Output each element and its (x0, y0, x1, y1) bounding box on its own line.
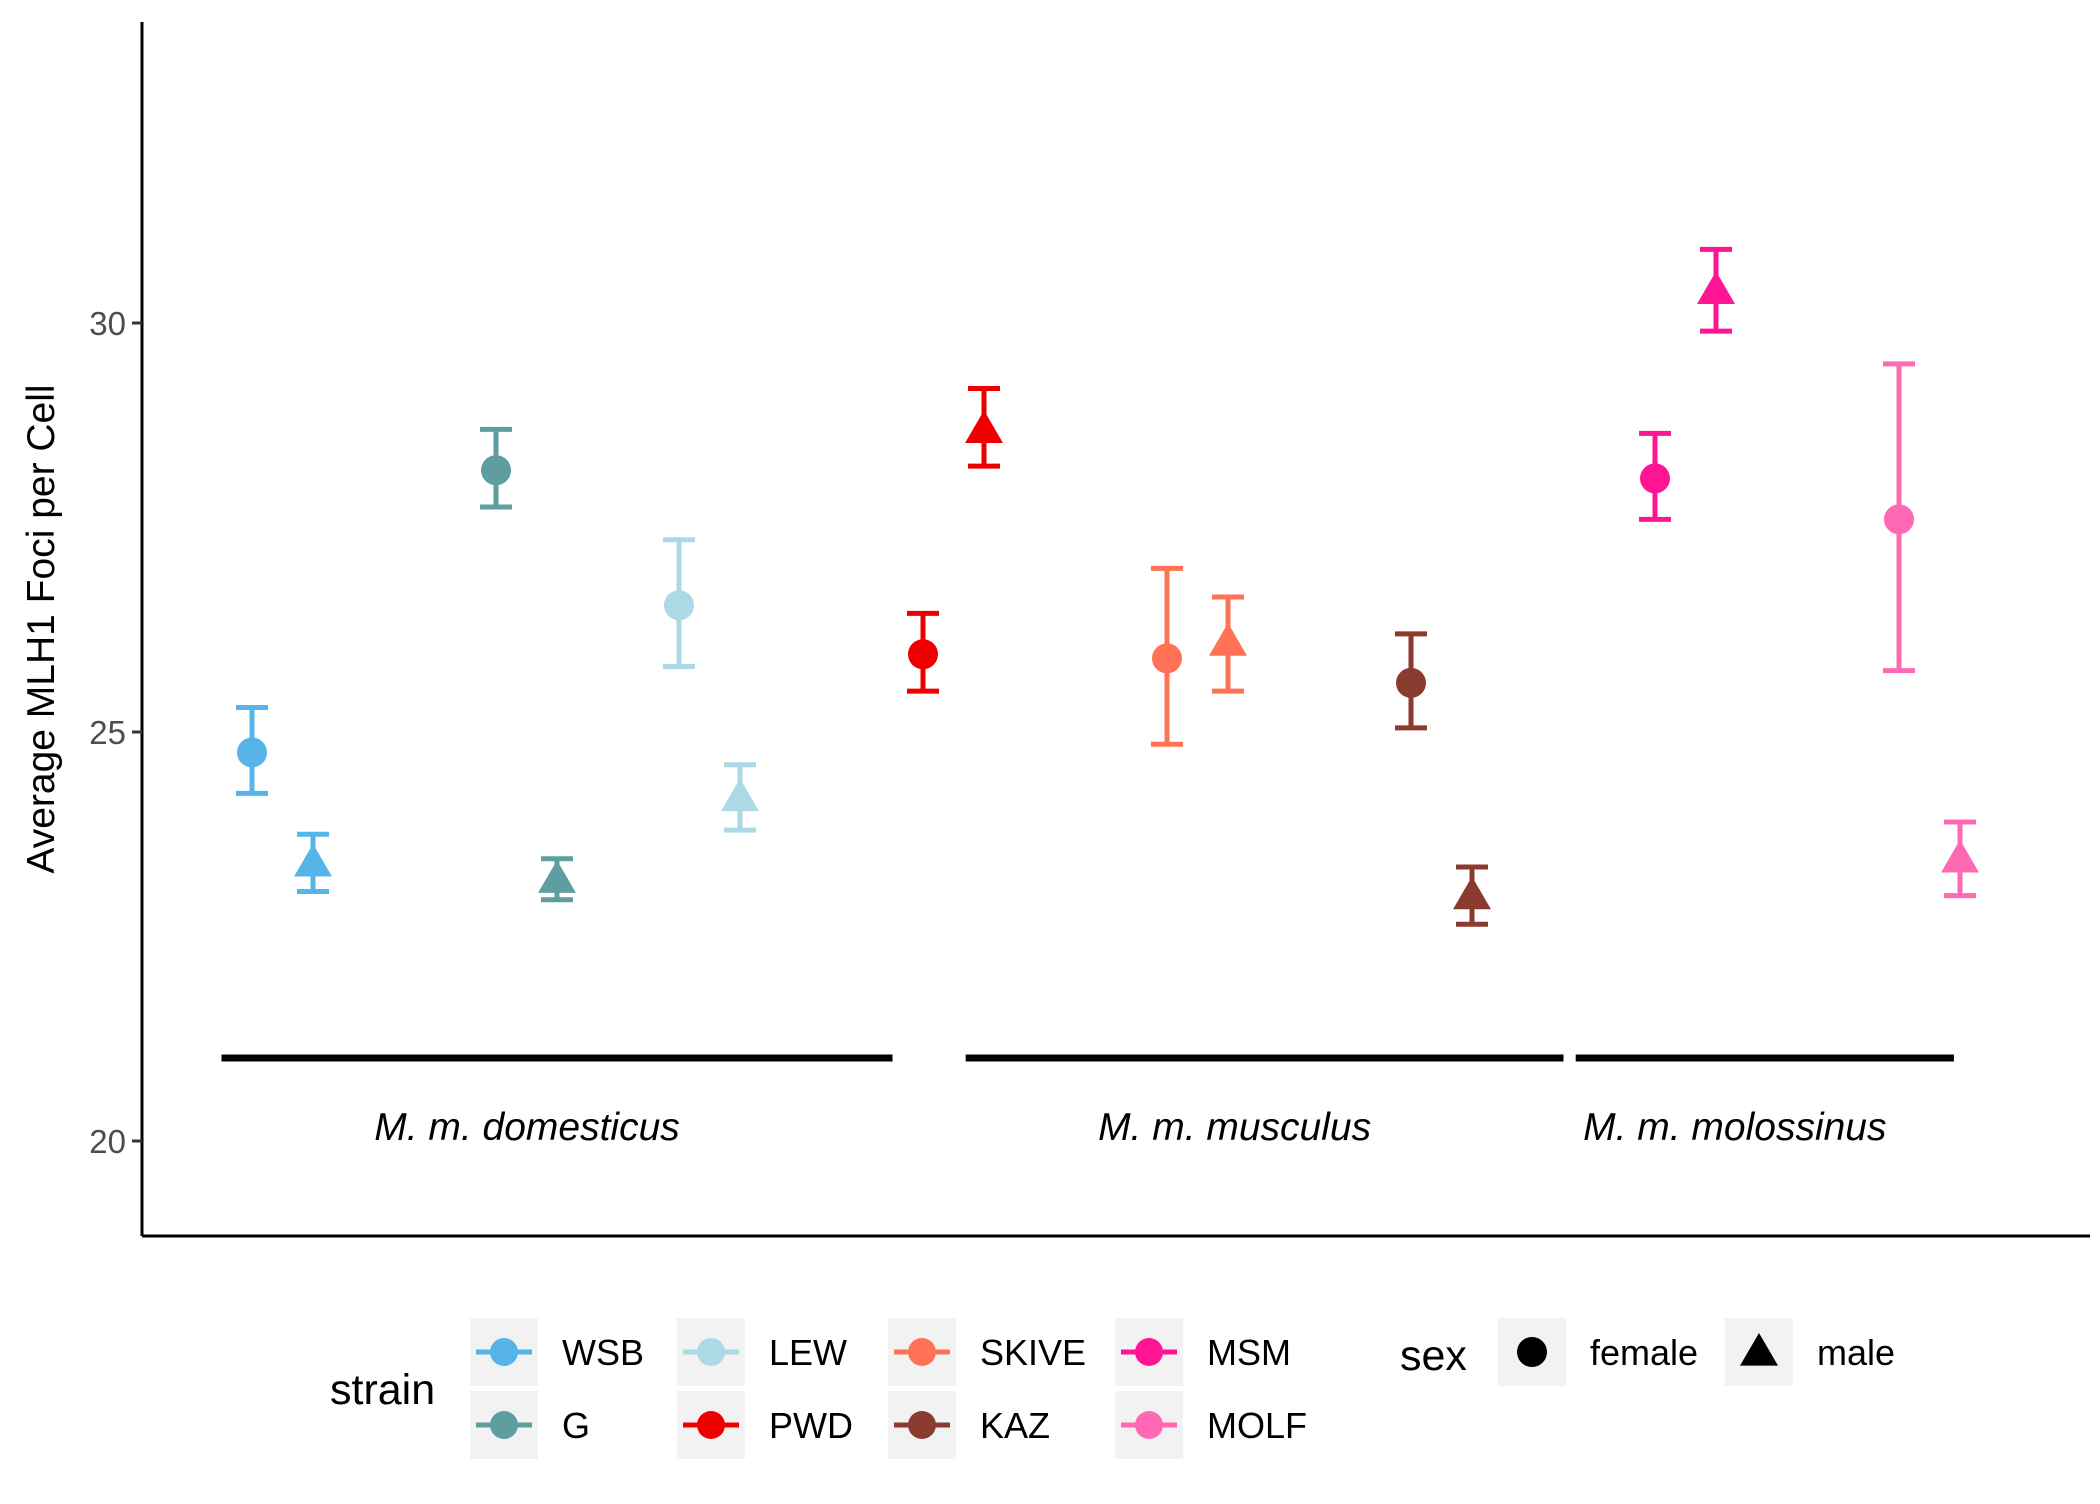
point-marker (1396, 667, 1426, 698)
legend-item-pwd: PWD (677, 1391, 853, 1459)
point-marker (1941, 839, 1979, 873)
data-point-skive-male (1209, 594, 1247, 694)
point-marker (721, 778, 759, 812)
legend-label: KAZ (980, 1405, 1050, 1446)
point-marker (1697, 271, 1735, 304)
data-point-skive-female (1151, 565, 1183, 747)
data-point-g-male (538, 856, 576, 903)
legend-item-wsb: WSB (470, 1318, 644, 1386)
legend-label: G (562, 1405, 590, 1446)
point-marker (294, 843, 332, 877)
data-point-lew-female (663, 537, 695, 670)
point-marker (908, 639, 938, 670)
legend-key-point (908, 1411, 936, 1439)
point-marker (538, 860, 576, 893)
data-point-g-female (480, 426, 512, 510)
data-point-msm-male (1697, 246, 1735, 334)
legend-label: female (1590, 1332, 1698, 1373)
data-point-pwd-female (907, 610, 939, 694)
data-point-kaz-female (1395, 631, 1427, 731)
point-marker (1884, 504, 1914, 535)
legend-label: WSB (562, 1332, 644, 1373)
point-marker (481, 455, 511, 486)
point-marker (664, 590, 694, 621)
legend-title-strain: strain (330, 1366, 435, 1414)
y-axis-title: Average MLH1 Foci per Cell (20, 384, 63, 873)
group-label: M. m. domesticus (374, 1106, 680, 1149)
legend-item-skive: SKIVE (888, 1318, 1086, 1386)
point-marker (1152, 643, 1182, 674)
point-marker (1209, 623, 1247, 656)
group-label: M. m. musculus (1098, 1106, 1371, 1149)
group-annotations: M. m. domesticus M. m. musculus M. m. molo… (221, 1054, 1954, 1149)
point-marker (965, 410, 1003, 444)
data-point-molf-female (1883, 361, 1915, 674)
legend-key-point (490, 1411, 518, 1439)
data-point-wsb-female (236, 704, 268, 796)
legend-key-point (697, 1411, 725, 1439)
data-point-msm-female (1639, 430, 1671, 522)
data-point-lew-male (721, 762, 759, 833)
legend-item-kaz: KAZ (888, 1391, 1050, 1459)
legend-label: SKIVE (980, 1332, 1086, 1373)
data-point-kaz-male (1453, 864, 1491, 927)
legend-label: MSM (1207, 1332, 1291, 1373)
legend-label: LEW (769, 1332, 847, 1373)
legend-key-point (908, 1338, 936, 1366)
y-tick-label: 25 (89, 714, 126, 751)
legend-key-point (1135, 1338, 1163, 1366)
legend: strain WSB G LEW PWD SKIVE KAZ MSM MOLF sex female… (330, 1318, 1895, 1459)
point-marker (237, 737, 267, 768)
legend-label: male (1817, 1332, 1895, 1373)
group-label: M. m. molossinus (1583, 1106, 1886, 1149)
legend-label: MOLF (1207, 1405, 1307, 1446)
legend-item-molf: MOLF (1115, 1391, 1307, 1459)
legend-item-female: female (1498, 1318, 1698, 1386)
legend-title-sex: sex (1400, 1332, 1467, 1380)
data-point-molf-male (1941, 819, 1979, 899)
axes: 20 25 30 Average MLH1 Foci per Cell (20, 22, 2090, 1238)
legend-key-circle (1517, 1337, 1547, 1367)
data-point-wsb-male (294, 831, 332, 895)
y-tick-label: 20 (89, 1123, 126, 1160)
point-marker (1453, 876, 1491, 910)
data-point-pwd-male (965, 385, 1003, 469)
legend-item-male: male (1725, 1318, 1895, 1386)
data-marks (236, 246, 1979, 927)
legend-key-point (697, 1338, 725, 1366)
point-marker (1640, 463, 1670, 494)
legend-item-lew: LEW (677, 1318, 847, 1386)
legend-key-triangle (1740, 1333, 1778, 1366)
legend-key-point (490, 1338, 518, 1366)
legend-item-msm: MSM (1115, 1318, 1291, 1386)
legend-item-g: G (470, 1391, 590, 1459)
y-tick-label: 30 (89, 305, 126, 342)
legend-key-point (1135, 1411, 1163, 1439)
legend-label: PWD (769, 1405, 853, 1446)
